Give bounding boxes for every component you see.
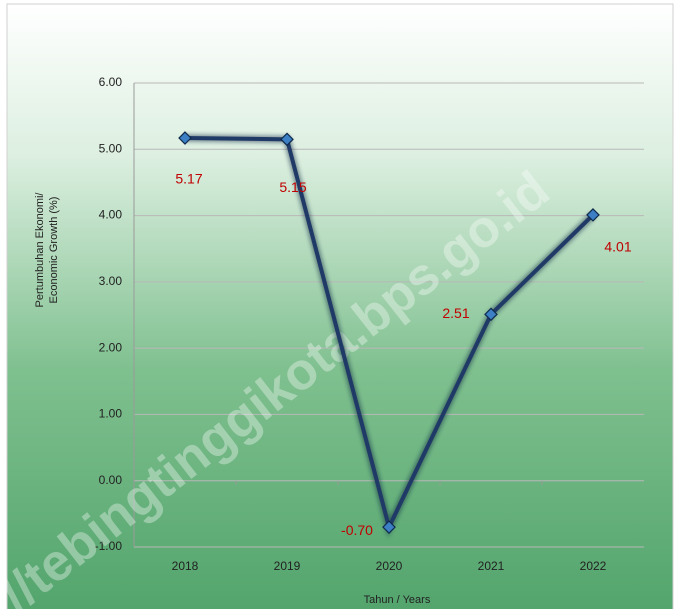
x-tick-label: 2022 [580, 559, 607, 573]
marker [382, 520, 396, 534]
y-tick-label: 3.00 [99, 274, 123, 288]
y-axis-label: Pertumbuhan Ekonomi/ [34, 192, 46, 308]
y-tick-label: 1.00 [99, 407, 123, 421]
marker [484, 307, 498, 322]
y-tick-label: -1.00 [95, 539, 123, 553]
x-tick-label: 2018 [172, 559, 199, 573]
marker [280, 132, 294, 147]
x-axis-label: Tahun / Years [364, 594, 431, 606]
y-tick-label: 2.00 [99, 340, 123, 354]
data-label: 5.17 [175, 171, 202, 187]
chart-background [6, 3, 674, 614]
x-tick-label: 2020 [376, 559, 403, 573]
y-tick-label: 5.00 [99, 141, 123, 155]
x-tick-label: 2019 [274, 559, 301, 573]
y-tick-label: 6.00 [99, 75, 123, 89]
data-label: 4.01 [604, 239, 631, 255]
marker [586, 208, 600, 222]
y-tick-label: 0.00 [99, 473, 123, 487]
x-tick-label: 2021 [478, 559, 505, 573]
data-label: -0.70 [341, 522, 373, 538]
data-label: 5.15 [279, 179, 306, 195]
y-axis-label: Economic Growth (%) [48, 197, 60, 304]
data-label: 2.51 [442, 305, 469, 321]
marker [178, 131, 192, 145]
y-tick-label: 4.00 [99, 208, 123, 222]
